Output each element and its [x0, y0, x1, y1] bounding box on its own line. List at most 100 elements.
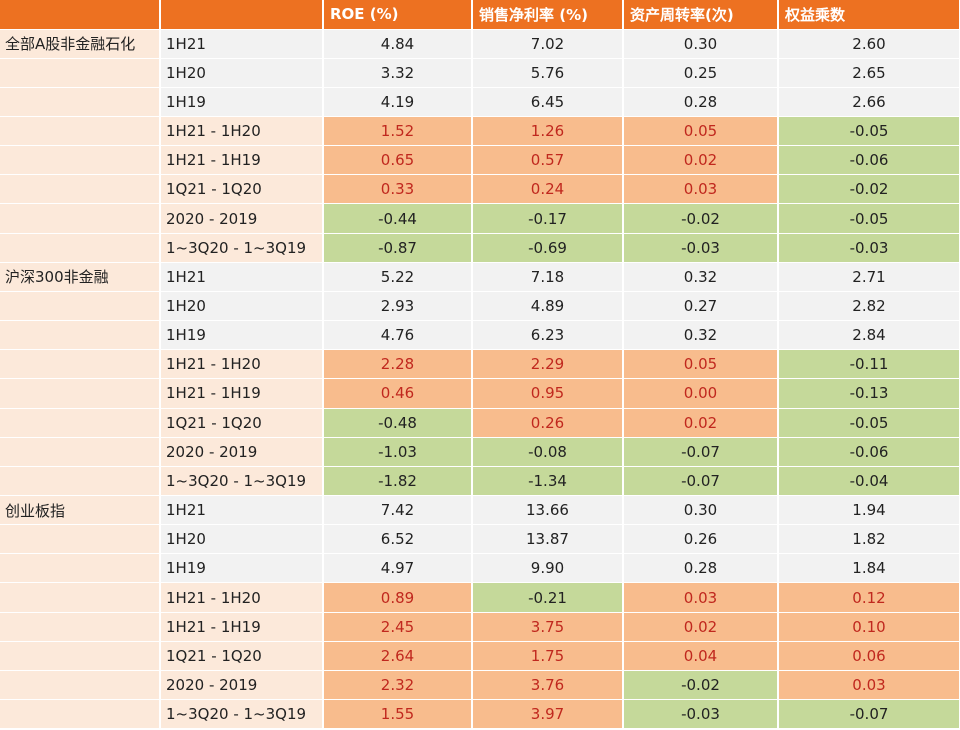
roe-cell: 0.65 [323, 145, 473, 176]
header-net-margin: 销售净利率 (%) [472, 0, 624, 30]
table-row: 1~3Q20 - 1~3Q19 -0.87 -0.69 -0.03 -0.03 [0, 233, 960, 263]
equity-multiplier-cell: -0.11 [778, 349, 960, 380]
period-cell: 1~3Q20 - 1~3Q19 [160, 699, 324, 730]
net-margin-cell: -0.21 [472, 582, 624, 613]
equity-multiplier-cell: 2.71 [778, 262, 960, 292]
asset-turnover-cell: 0.05 [623, 116, 779, 147]
asset-turnover-cell: -0.07 [623, 466, 779, 497]
net-margin-cell: 3.75 [472, 612, 624, 642]
asset-turnover-cell: 0.26 [623, 524, 779, 555]
period-cell: 1H20 [160, 524, 324, 555]
table-row: 1H19 4.19 6.45 0.28 2.66 [0, 87, 960, 117]
group-label-cell [0, 174, 161, 205]
table-row: 2020 - 2019 2.32 3.76 -0.02 0.03 [0, 670, 960, 701]
equity-multiplier-cell: 1.84 [778, 553, 960, 584]
header-period [160, 0, 324, 30]
equity-multiplier-cell: 2.60 [778, 29, 960, 59]
net-margin-cell: 4.89 [472, 291, 624, 322]
roe-cell: 3.32 [323, 58, 473, 88]
table-row: 1Q21 - 1Q20 0.33 0.24 0.03 -0.02 [0, 174, 960, 205]
asset-turnover-cell: -0.02 [623, 203, 779, 234]
period-cell: 1H21 [160, 29, 324, 59]
group-label-cell [0, 203, 161, 234]
net-margin-cell: 13.66 [472, 495, 624, 526]
roe-cell: -1.82 [323, 466, 473, 497]
roe-cell: 1.52 [323, 116, 473, 147]
asset-turnover-cell: 0.03 [623, 174, 779, 205]
group-label-cell [0, 233, 161, 263]
period-cell: 1~3Q20 - 1~3Q19 [160, 233, 324, 263]
net-margin-cell: -0.17 [472, 203, 624, 234]
period-cell: 1H21 [160, 262, 324, 292]
period-cell: 1H21 - 1H20 [160, 582, 324, 613]
period-cell: 1H21 [160, 495, 324, 526]
period-cell: 1Q21 - 1Q20 [160, 174, 324, 205]
group-label-cell [0, 670, 161, 701]
roe-cell: -0.48 [323, 408, 473, 438]
table-row: 1H21 - 1H19 0.65 0.57 0.02 -0.06 [0, 145, 960, 176]
net-margin-cell: -0.08 [472, 437, 624, 467]
table-row: 1H20 3.32 5.76 0.25 2.65 [0, 58, 960, 88]
net-margin-cell: 3.76 [472, 670, 624, 701]
asset-turnover-cell: 0.05 [623, 349, 779, 380]
table-row: 创业板指 1H21 7.42 13.66 0.30 1.94 [0, 495, 960, 526]
asset-turnover-cell: 0.30 [623, 495, 779, 526]
asset-turnover-cell: 0.30 [623, 29, 779, 59]
group-label-cell: 沪深300非金融 [0, 262, 161, 292]
equity-multiplier-cell: -0.06 [778, 437, 960, 467]
group-label-cell: 全部A股非金融石化 [0, 29, 161, 59]
asset-turnover-cell: -0.07 [623, 437, 779, 467]
period-cell: 2020 - 2019 [160, 670, 324, 701]
equity-multiplier-cell: -0.04 [778, 466, 960, 497]
equity-multiplier-cell: -0.05 [778, 408, 960, 438]
group-label-cell [0, 378, 161, 409]
asset-turnover-cell: 0.00 [623, 378, 779, 409]
equity-multiplier-cell: 1.94 [778, 495, 960, 526]
period-cell: 1H21 - 1H20 [160, 116, 324, 147]
period-cell: 1H21 - 1H19 [160, 378, 324, 409]
asset-turnover-cell: 0.32 [623, 320, 779, 351]
period-cell: 1Q21 - 1Q20 [160, 641, 324, 671]
group-label-cell [0, 553, 161, 584]
net-margin-cell: 2.29 [472, 349, 624, 380]
asset-turnover-cell: 0.02 [623, 612, 779, 642]
group-label-cell [0, 58, 161, 88]
header-row: ROE (%) 销售净利率 (%) 资产周转率(次) 权益乘数 [0, 0, 960, 30]
roe-cell: 4.97 [323, 553, 473, 584]
asset-turnover-cell: 0.28 [623, 87, 779, 117]
table-row: 1~3Q20 - 1~3Q19 1.55 3.97 -0.03 -0.07 [0, 699, 960, 730]
group-label-cell [0, 466, 161, 497]
equity-multiplier-cell: -0.03 [778, 233, 960, 263]
equity-multiplier-cell: 2.65 [778, 58, 960, 88]
period-cell: 1Q21 - 1Q20 [160, 408, 324, 438]
roe-cell: -1.03 [323, 437, 473, 467]
period-cell: 1H21 - 1H20 [160, 349, 324, 380]
equity-multiplier-cell: -0.07 [778, 699, 960, 730]
roe-cell: 4.76 [323, 320, 473, 351]
roe-cell: 0.33 [323, 174, 473, 205]
roe-cell: 7.42 [323, 495, 473, 526]
net-margin-cell: 0.24 [472, 174, 624, 205]
equity-multiplier-cell: 0.06 [778, 641, 960, 671]
roe-cell: 5.22 [323, 262, 473, 292]
table-row: 1H20 6.52 13.87 0.26 1.82 [0, 524, 960, 555]
group-label-cell [0, 320, 161, 351]
roe-cell: 0.46 [323, 378, 473, 409]
table-row: 1H21 - 1H20 0.89 -0.21 0.03 0.12 [0, 582, 960, 613]
group-label-cell [0, 582, 161, 613]
group-label-cell [0, 291, 161, 322]
roe-cell: 2.45 [323, 612, 473, 642]
net-margin-cell: 1.26 [472, 116, 624, 147]
equity-multiplier-cell: 2.82 [778, 291, 960, 322]
roe-cell: -0.44 [323, 203, 473, 234]
table-row: 2020 - 2019 -1.03 -0.08 -0.07 -0.06 [0, 437, 960, 467]
net-margin-cell: 13.87 [472, 524, 624, 555]
group-label-cell [0, 641, 161, 671]
table-row: 1H19 4.76 6.23 0.32 2.84 [0, 320, 960, 351]
period-cell: 1H20 [160, 58, 324, 88]
net-margin-cell: 7.18 [472, 262, 624, 292]
table-row: 全部A股非金融石化 1H21 4.84 7.02 0.30 2.60 [0, 29, 960, 59]
group-label-cell [0, 116, 161, 147]
net-margin-cell: 0.95 [472, 378, 624, 409]
